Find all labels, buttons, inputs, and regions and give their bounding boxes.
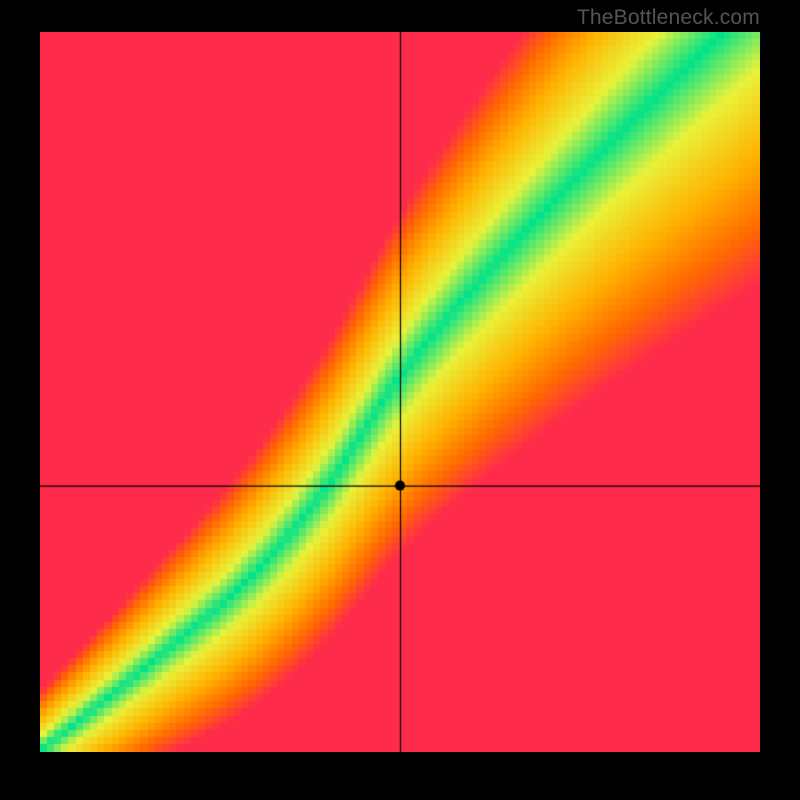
- chart-container: TheBottleneck.com: [0, 0, 800, 800]
- bottleneck-heatmap: [40, 32, 760, 752]
- watermark-text: TheBottleneck.com: [577, 6, 760, 30]
